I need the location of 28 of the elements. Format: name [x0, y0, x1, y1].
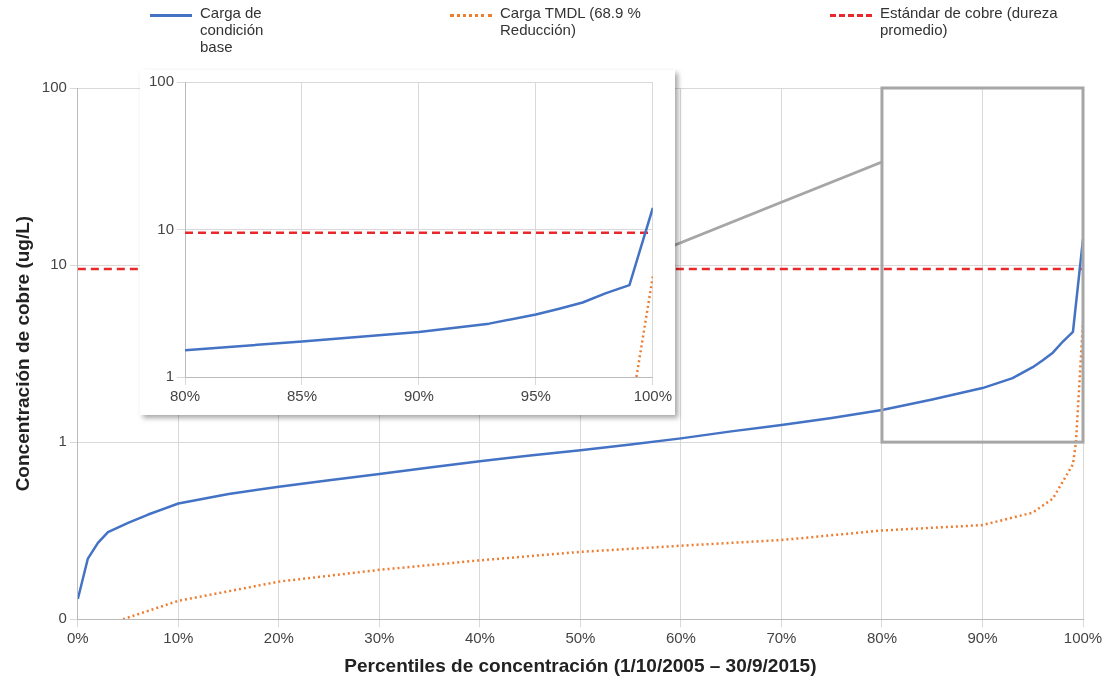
x-tick-label: 40%	[464, 629, 495, 647]
x-axis-title: Percentiles de concentración (1/10/2005 – 30/9/2015)	[344, 654, 817, 676]
x-tick-label: 60%	[665, 629, 696, 647]
y-tick-label: 1	[165, 367, 175, 385]
legend-label: Carga de condición base	[200, 4, 265, 55]
y-tick-label: 100	[41, 78, 67, 96]
x-tick-label: 0%	[66, 629, 89, 647]
x-tick-label: 100%	[1063, 629, 1103, 647]
x-tick-label: 70%	[766, 629, 797, 647]
x-tick-label: 100%	[633, 387, 673, 405]
x-tick-label: 50%	[565, 629, 596, 647]
x-tick-label: 85%	[286, 387, 317, 405]
legend-label: Estándar de cobre (dureza promedio)	[880, 4, 1059, 38]
x-tick-label: 30%	[364, 629, 395, 647]
x-tick-label: 80%	[170, 387, 201, 405]
legend-label: Carga TMDL (68.9 % Reducción)	[500, 4, 642, 38]
y-tick-label: 0	[58, 609, 67, 627]
x-tick-label: 90%	[403, 387, 434, 405]
y-tick-label: 100	[149, 72, 175, 90]
y-tick-label: 10	[50, 255, 67, 273]
y-tick-label: 10	[157, 219, 175, 237]
x-tick-label: 80%	[866, 629, 897, 647]
y-axis-title: Concentración de cobre (ug/L)	[11, 215, 33, 492]
y-tick-label: 1	[58, 432, 67, 450]
x-tick-label: 95%	[520, 387, 551, 405]
x-tick-label: 90%	[967, 629, 998, 647]
x-tick-label: 10%	[163, 629, 194, 647]
x-tick-label: 20%	[263, 629, 294, 647]
